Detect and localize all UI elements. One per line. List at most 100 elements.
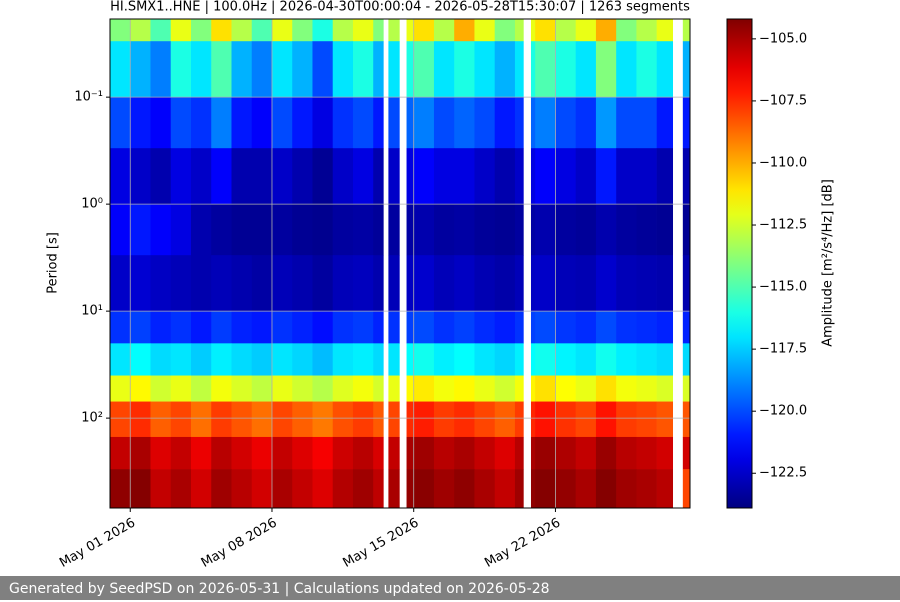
- heatmap-cell: [413, 41, 435, 98]
- heatmap-cell: [656, 436, 674, 470]
- heatmap-cell: [656, 204, 674, 256]
- heatmap-cell: [312, 148, 334, 205]
- heatmap-cell: [271, 343, 293, 376]
- y-tick-label: 10⁰: [81, 197, 103, 212]
- heatmap-cell: [130, 436, 151, 470]
- heatmap-cell: [474, 469, 495, 509]
- heatmap-cell: [535, 343, 556, 376]
- heatmap-cell: [190, 19, 212, 42]
- heatmap-cell: [251, 148, 273, 205]
- heatmap-cell: [474, 401, 495, 438]
- heatmap-cell: [514, 375, 524, 402]
- heatmap-cell: [130, 19, 151, 42]
- heatmap-cell: [555, 204, 576, 256]
- heatmap-cell: [251, 436, 273, 470]
- heatmap-cell: [433, 204, 455, 256]
- heatmap-cell: [251, 204, 273, 256]
- heatmap-cell: [373, 343, 384, 376]
- heatmap-cell: [312, 343, 334, 376]
- heatmap-cell: [271, 375, 293, 402]
- heatmap-cell: [530, 41, 536, 98]
- heatmap-cell: [595, 469, 617, 509]
- heatmap-cell: [110, 41, 131, 98]
- heatmap-cell: [190, 255, 212, 312]
- heatmap-cell: [190, 375, 212, 402]
- heatmap-cell: [170, 19, 192, 42]
- heatmap-cell: [231, 401, 253, 438]
- heatmap-cell: [352, 311, 374, 344]
- heatmap-cell: [575, 41, 597, 98]
- heatmap-cell: [388, 97, 400, 149]
- y-tick-label: 10²: [81, 411, 103, 426]
- heatmap-cell: [332, 148, 354, 205]
- heatmap-cell: [530, 436, 536, 470]
- heatmap-cell: [454, 255, 475, 312]
- heatmap-cell: [170, 255, 192, 312]
- heatmap-cell: [616, 401, 637, 438]
- heatmap-cell: [413, 401, 435, 438]
- heatmap-cell: [332, 436, 354, 470]
- heatmap-cell: [636, 97, 657, 149]
- chart: HI.SMX1..HNE | 100.0Hz | 2026-04-30T00:0…: [46, 0, 836, 571]
- heatmap-cell: [535, 311, 556, 344]
- heatmap-cell: [170, 204, 192, 256]
- heatmap-cell: [292, 436, 313, 470]
- heatmap-cell: [110, 469, 131, 509]
- heatmap-cell: [494, 311, 516, 344]
- heatmap-cell: [150, 343, 172, 376]
- heatmap-cell: [211, 41, 232, 98]
- heatmap-cell: [190, 469, 212, 509]
- heatmap-cell: [251, 469, 273, 509]
- heatmap-cell: [406, 436, 415, 470]
- heatmap-cell: [292, 375, 313, 402]
- heatmap-cell: [373, 97, 384, 149]
- heatmap-cell: [454, 436, 475, 470]
- heatmap-cell: [292, 148, 313, 205]
- heatmap-cell: [312, 204, 334, 256]
- heatmap-cell: [150, 401, 172, 438]
- heatmap-cell: [271, 311, 293, 344]
- heatmap-cell: [535, 97, 556, 149]
- heatmap-cell: [682, 41, 691, 98]
- heatmap-cell: [231, 311, 253, 344]
- heatmap-cell: [170, 343, 192, 376]
- heatmap-cell: [190, 97, 212, 149]
- heatmap-cell: [433, 19, 455, 42]
- heatmap-cell: [406, 469, 415, 509]
- heatmap-cell: [616, 204, 637, 256]
- heatmap-cell: [575, 401, 597, 438]
- heatmap-cell: [231, 204, 253, 256]
- heatmap-cell: [535, 148, 556, 205]
- heatmap-cell: [433, 401, 455, 438]
- heatmap-cell: [595, 375, 617, 402]
- heatmap-cell: [575, 148, 597, 205]
- colorbar-tick-label: −117.5: [759, 342, 807, 357]
- heatmap-cell: [312, 401, 334, 438]
- heatmap-cell: [474, 255, 495, 312]
- heatmap-cell: [555, 97, 576, 149]
- heatmap-cell: [352, 401, 374, 438]
- heatmap-cell: [211, 401, 232, 438]
- heatmap-cell: [413, 204, 435, 256]
- heatmap-cell: [682, 401, 691, 438]
- heatmap-cell: [251, 375, 273, 402]
- heatmap-cell: [636, 401, 657, 438]
- heatmap-cell: [514, 97, 524, 149]
- heatmap-cell: [251, 19, 273, 42]
- heatmap-cell: [332, 375, 354, 402]
- heatmap-cell: [514, 401, 524, 438]
- heatmap-cell: [292, 97, 313, 149]
- heatmap-cell: [575, 436, 597, 470]
- heatmap-cell: [150, 204, 172, 256]
- heatmap-cell: [682, 204, 691, 256]
- heatmap-cell: [474, 436, 495, 470]
- heatmap-cell: [271, 401, 293, 438]
- heatmap-cell: [433, 255, 455, 312]
- colorbar-tick-label: −120.0: [759, 404, 807, 419]
- heatmap-cell: [388, 311, 400, 344]
- heatmap-cell: [406, 343, 415, 376]
- heatmap-cell: [211, 469, 232, 509]
- heatmap-cell: [494, 204, 516, 256]
- heatmap-cell: [211, 343, 232, 376]
- heatmap-cell: [211, 255, 232, 312]
